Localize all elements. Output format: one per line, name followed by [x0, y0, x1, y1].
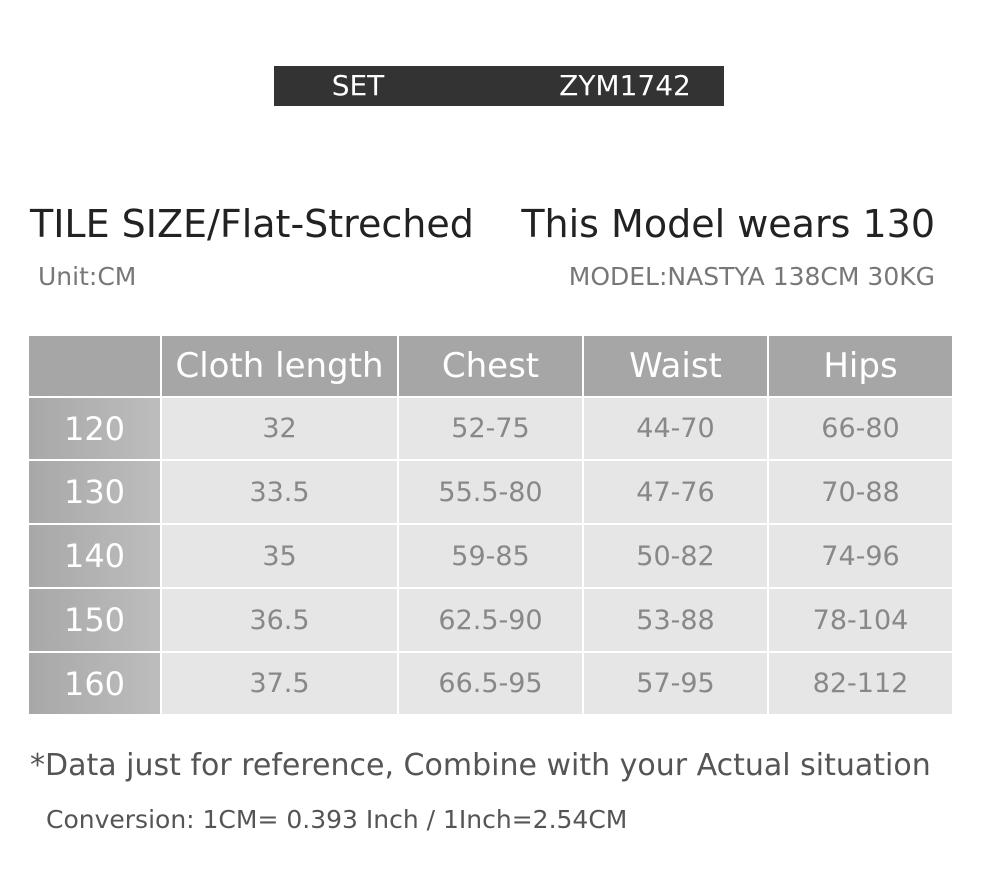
table-cell: 78-104 — [768, 588, 953, 652]
table-cell: 82-112 — [768, 652, 953, 715]
table-cell: 66.5-95 — [398, 652, 583, 715]
column-header: Chest — [398, 335, 583, 397]
note: *Data just for reference, Combine with y… — [30, 748, 931, 783]
table-cell: 37.5 — [161, 652, 398, 715]
table-cell: 66-80 — [768, 397, 953, 460]
size-table: Cloth length Chest Waist Hips 120 32 52-75 44-7… — [28, 335, 953, 715]
table-cell: 32 — [161, 397, 398, 460]
size-label: 160 — [28, 652, 161, 715]
conversion: Conversion: 1CM= 0.393 Inch / 1Inch=2.54… — [46, 805, 628, 834]
table-cell: 55.5-80 — [398, 460, 583, 524]
table-cell: 33.5 — [161, 460, 398, 524]
table-cell: 53-88 — [583, 588, 768, 652]
table-cell: 70-88 — [768, 460, 953, 524]
size-label: 140 — [28, 524, 161, 588]
table-cell: 35 — [161, 524, 398, 588]
size-label: 150 — [28, 588, 161, 652]
model-info: MODEL:NASTYA 138CM 30KG — [568, 262, 935, 291]
corner-cell — [28, 335, 161, 397]
model-title: This Model wears 130 — [521, 202, 935, 246]
column-header: Waist — [583, 335, 768, 397]
table-cell: 52-75 — [398, 397, 583, 460]
column-header: Cloth length — [161, 335, 398, 397]
size-label: 120 — [28, 397, 161, 460]
table-cell: 47-76 — [583, 460, 768, 524]
table-cell: 62.5-90 — [398, 588, 583, 652]
table-cell: 74-96 — [768, 524, 953, 588]
title: TILE SIZE/Flat-Streched — [30, 202, 474, 246]
table-cell: 59-85 — [398, 524, 583, 588]
table-cell: 44-70 — [583, 397, 768, 460]
unit: Unit:CM — [38, 262, 137, 291]
product-code: ZYM1742 — [559, 69, 691, 102]
size-label: 130 — [28, 460, 161, 524]
header-bar: SET ZYM1742 — [274, 66, 724, 106]
set-label: SET — [331, 69, 385, 102]
table-cell: 36.5 — [161, 588, 398, 652]
table-cell: 50-82 — [583, 524, 768, 588]
column-header: Hips — [768, 335, 953, 397]
table-cell: 57-95 — [583, 652, 768, 715]
